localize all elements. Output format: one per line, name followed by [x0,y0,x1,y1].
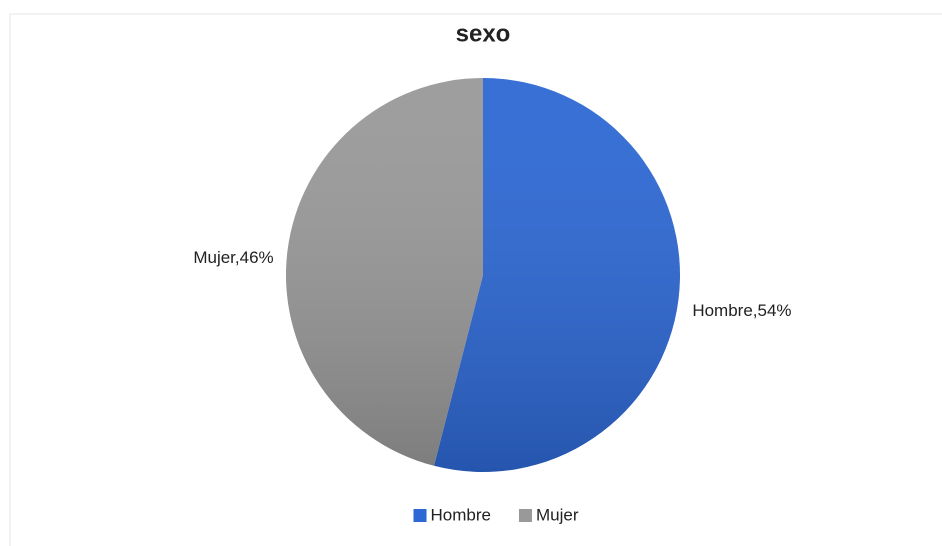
chart-title: sexo [456,20,511,47]
legend-swatch [413,509,427,522]
data-label: Mujer,46% [193,248,273,267]
data-label: Hombre,54% [692,301,791,320]
legend-label: Hombre [431,505,491,524]
legend-label: Mujer [536,505,579,524]
legend-swatch [518,509,532,522]
slice-shade [286,78,483,466]
slice-shade [434,78,681,473]
